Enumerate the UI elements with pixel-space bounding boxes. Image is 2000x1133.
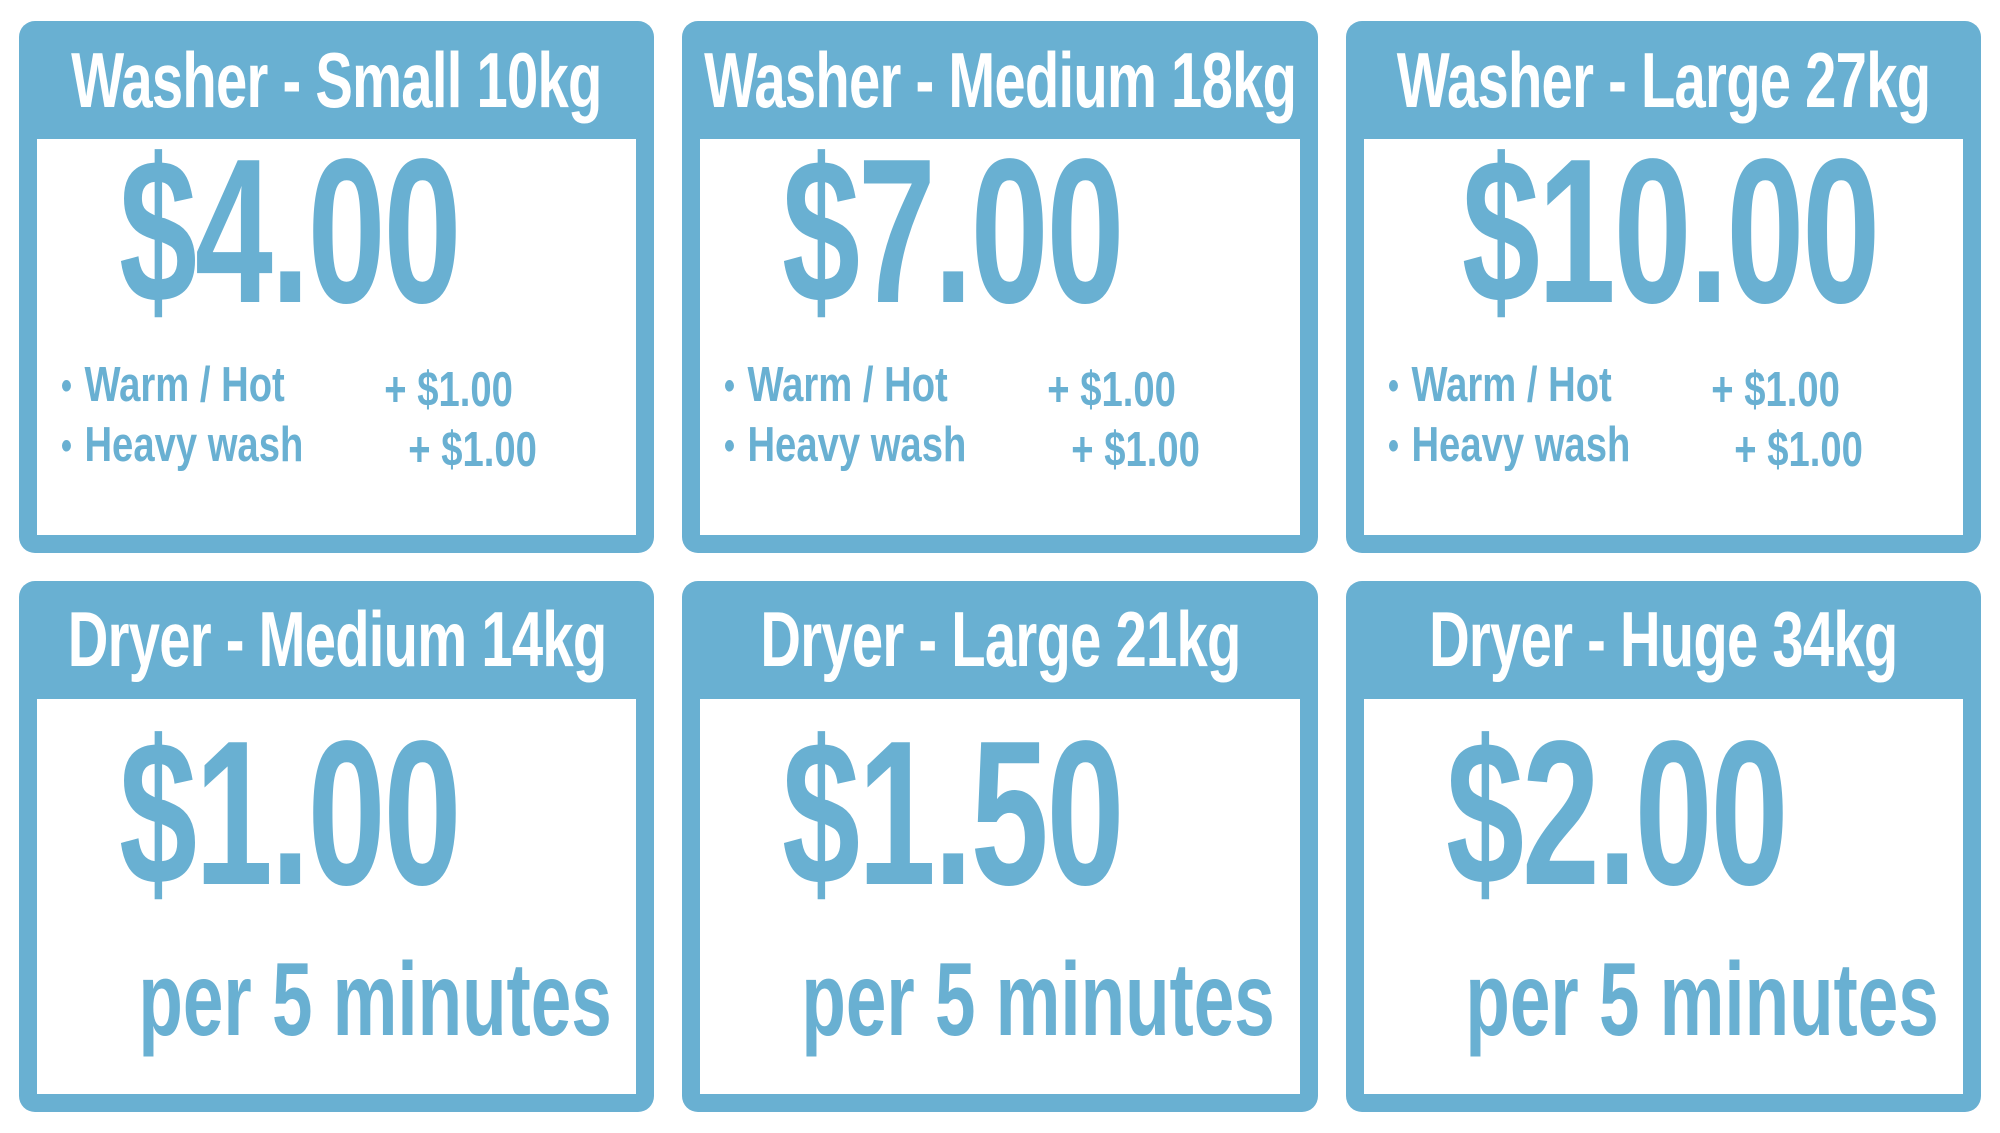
card-header: Dryer - Medium 14kg xyxy=(19,581,654,699)
price-label: $1.00 xyxy=(118,697,461,928)
option-row: Heavy wash + $1.00 xyxy=(37,418,636,477)
option-row: Warm / Hot + $1.00 xyxy=(700,358,1299,417)
option-label: Heavy wash xyxy=(1388,418,1630,473)
option-row: Heavy wash + $1.00 xyxy=(1364,418,1963,477)
price-label: $7.00 xyxy=(782,116,1124,346)
option-row: Warm / Hot + $1.00 xyxy=(1364,358,1963,417)
card-dryer-huge: Dryer - Huge 34kg $2.00 per 5 minutes xyxy=(1345,580,1981,1112)
option-label: Warm / Hot xyxy=(1388,358,1611,413)
option-list: Warm / Hot + $1.00 Heavy wash + $1.00 xyxy=(700,358,1299,477)
card-title: Washer - Large 27kg xyxy=(1396,35,1931,124)
option-row: Warm / Hot + $1.00 xyxy=(37,358,636,417)
price-label: $1.50 xyxy=(782,697,1124,928)
card-panel: $1.50 per 5 minutes xyxy=(700,697,1300,1094)
option-label: Warm / Hot xyxy=(724,358,948,413)
unit-label: per 5 minutes xyxy=(1465,942,1939,1059)
option-label: Heavy wash xyxy=(61,418,303,473)
option-surcharge: + $1.00 xyxy=(384,362,513,417)
card-washer-medium: Washer - Medium 18kg $7.00 Warm / Hot + … xyxy=(682,21,1318,553)
card-dryer-medium: Dryer - Medium 14kg $1.00 per 5 minutes xyxy=(19,580,655,1112)
unit-label: per 5 minutes xyxy=(138,942,612,1059)
card-dryer-large: Dryer - Large 21kg $1.50 per 5 minutes xyxy=(682,580,1318,1112)
option-list: Warm / Hot + $1.00 Heavy wash + $1.00 xyxy=(37,358,636,477)
option-surcharge: + $1.00 xyxy=(1047,362,1177,417)
card-header: Dryer - Huge 34kg xyxy=(1346,581,1981,699)
price-label: $2.00 xyxy=(1445,697,1788,928)
card-panel: $4.00 Warm / Hot + $1.00 Heavy wash + $1… xyxy=(37,128,637,535)
option-label: Warm / Hot xyxy=(61,358,284,413)
option-surcharge: + $1.00 xyxy=(1071,422,1200,477)
card-panel: $7.00 Warm / Hot + $1.00 Heavy wash + $1… xyxy=(700,128,1300,535)
card-panel: $1.00 per 5 minutes xyxy=(37,697,637,1094)
card-panel: $2.00 per 5 minutes xyxy=(1363,697,1963,1094)
card-title: Dryer - Large 21kg xyxy=(759,595,1241,683)
card-header: Washer - Medium 18kg xyxy=(682,21,1317,139)
card-title: Washer - Medium 18kg xyxy=(703,35,1297,124)
card-panel: $10.00 Warm / Hot + $1.00 Heavy wash + $… xyxy=(1363,128,1963,535)
option-surcharge: + $1.00 xyxy=(1710,362,1840,417)
card-title: Dryer - Huge 34kg xyxy=(1429,595,1898,683)
price-label: $10.00 xyxy=(1461,116,1880,346)
card-header: Dryer - Large 21kg xyxy=(682,581,1317,699)
option-surcharge: + $1.00 xyxy=(407,422,537,477)
card-header: Washer - Large 27kg xyxy=(1346,21,1981,139)
card-title: Dryer - Medium 14kg xyxy=(67,595,607,683)
card-title: Washer - Small 10kg xyxy=(71,35,602,124)
price-label: $4.00 xyxy=(118,116,461,346)
card-header: Washer - Small 10kg xyxy=(19,21,654,139)
option-row: Heavy wash + $1.00 xyxy=(700,418,1299,477)
card-washer-small: Washer - Small 10kg $4.00 Warm / Hot + $… xyxy=(19,21,655,553)
option-surcharge: + $1.00 xyxy=(1734,422,1864,477)
option-list: Warm / Hot + $1.00 Heavy wash + $1.00 xyxy=(1364,358,1963,477)
card-washer-large: Washer - Large 27kg $10.00 Warm / Hot + … xyxy=(1345,21,1981,553)
option-label: Heavy wash xyxy=(724,418,967,473)
unit-label: per 5 minutes xyxy=(801,942,1276,1059)
